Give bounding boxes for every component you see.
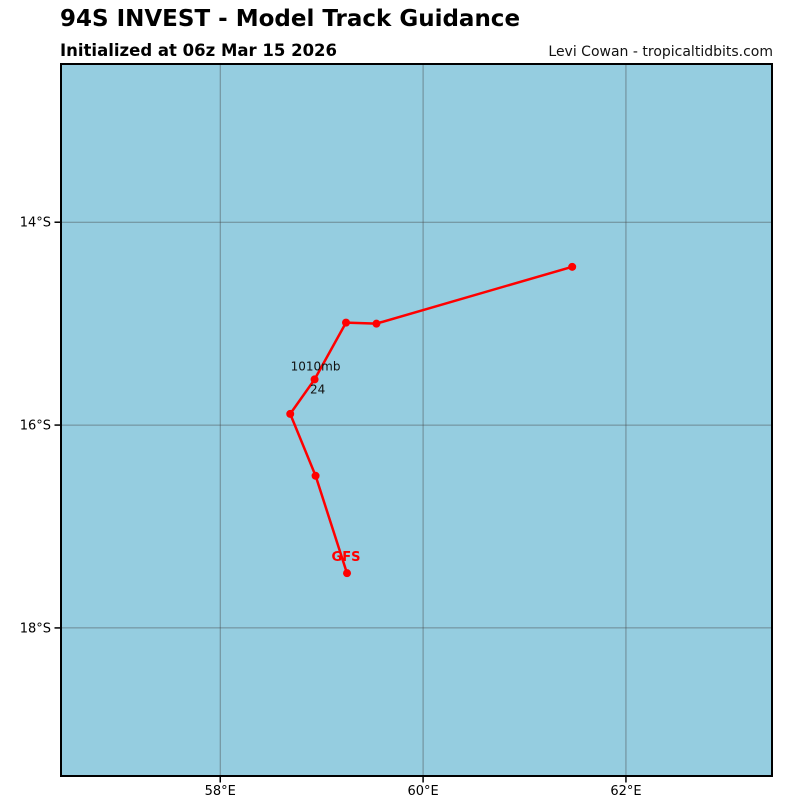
figure-title: 94S INVEST - Model Track Guidance bbox=[60, 6, 521, 32]
y-axis-tick-label: 14°S bbox=[20, 216, 51, 231]
attribution-credit: Levi Cowan - tropicaltidbits.com bbox=[548, 44, 773, 60]
y-axis-tick-label: 16°S bbox=[20, 419, 51, 434]
track-point bbox=[311, 471, 320, 480]
x-axis-tick-label: 62°E bbox=[610, 784, 641, 799]
track-point bbox=[286, 409, 295, 418]
track-annotation: 1010mb bbox=[291, 359, 341, 373]
track-point bbox=[343, 569, 352, 578]
track-point bbox=[372, 319, 381, 328]
track-point bbox=[342, 318, 351, 327]
map-ocean-background bbox=[61, 64, 772, 776]
x-axis-tick-label: 58°E bbox=[205, 784, 236, 799]
init-time-label: Initialized at 06z Mar 15 2026 bbox=[60, 41, 338, 60]
map-border bbox=[60, 63, 773, 777]
track-point bbox=[310, 375, 319, 384]
track-point bbox=[568, 262, 577, 271]
x-axis-tick-label: 60°E bbox=[407, 784, 438, 799]
track-annotation: 24 bbox=[310, 383, 325, 397]
y-axis-tick-label: 18°S bbox=[20, 621, 51, 636]
model-name-label: GFS bbox=[332, 550, 361, 565]
